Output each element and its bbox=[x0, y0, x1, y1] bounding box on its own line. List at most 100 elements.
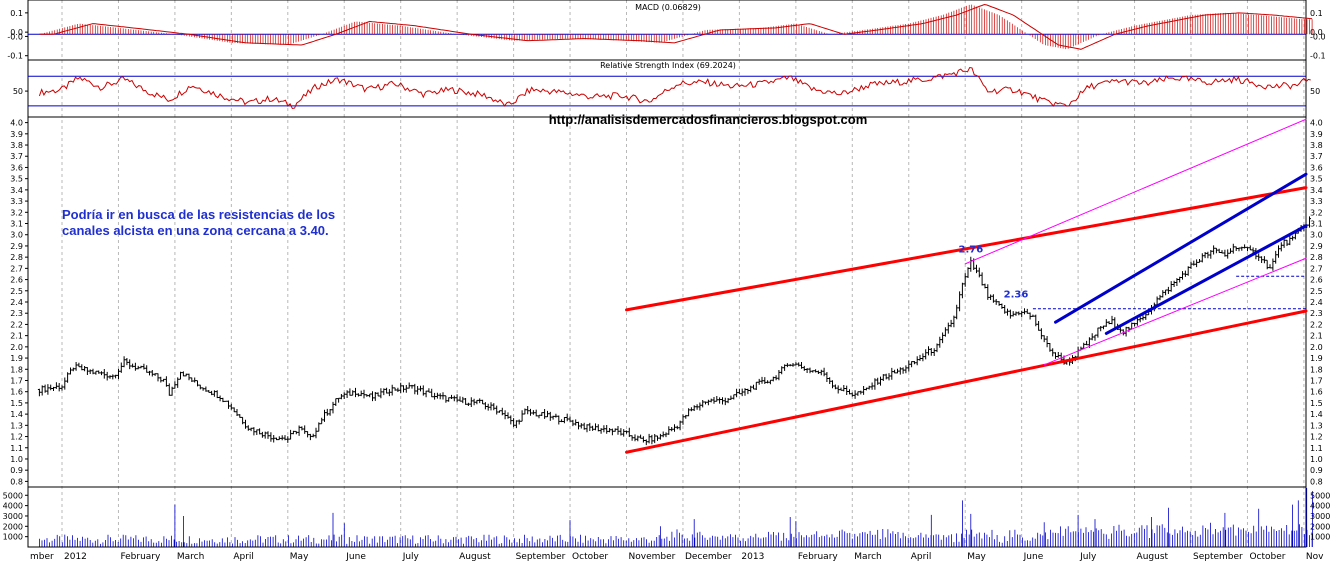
volume-axis-tick-right: 1000 bbox=[1310, 533, 1330, 542]
rsi-line bbox=[38, 66, 1311, 110]
price-candles bbox=[37, 216, 1311, 446]
x-tick-october: October bbox=[1249, 552, 1285, 561]
price-axis-tick-left: 1.5 bbox=[10, 399, 23, 408]
price-axis-tick-right: 0.9 bbox=[1310, 466, 1323, 475]
magenta-upper bbox=[964, 118, 1307, 265]
price-axis-tick-left: 3.0 bbox=[10, 231, 23, 240]
price-axis-tick-left: 4.0 bbox=[10, 119, 23, 128]
volume-bars bbox=[39, 488, 1313, 547]
price-axis-tick-left: 3.8 bbox=[10, 141, 23, 150]
price-axis-tick-left: 3.6 bbox=[10, 163, 23, 172]
price-axis-tick-left: 2.5 bbox=[10, 287, 23, 296]
price-axis-tick-right: 2.6 bbox=[1310, 276, 1323, 285]
price-axis-tick-left: 1.6 bbox=[10, 388, 23, 397]
price-axis-tick-right: 2.9 bbox=[1310, 242, 1323, 251]
rsi-axis-tick-right: 50 bbox=[1310, 87, 1320, 96]
volume-axis-tick-left: 2000 bbox=[3, 522, 23, 531]
macd-title: MACD (0.06829) bbox=[635, 3, 701, 12]
price-axis-tick-left: 3.7 bbox=[10, 152, 23, 161]
volume-axis-tick-right: 3000 bbox=[1310, 512, 1330, 521]
red-channel-lower bbox=[625, 309, 1308, 454]
price-axis-tick-right: 4.0 bbox=[1310, 119, 1323, 128]
price-axis-tick-right: 2.2 bbox=[1310, 320, 1323, 329]
x-tick-april: April bbox=[233, 552, 254, 561]
magenta-lower bbox=[1043, 257, 1307, 366]
price-axis-tick-right: 3.1 bbox=[1310, 220, 1323, 229]
volume-axis-tick-right: 4000 bbox=[1310, 502, 1330, 511]
x-tick-december: December bbox=[685, 552, 732, 561]
price-axis-tick-left: 2.0 bbox=[10, 343, 23, 352]
x-tick-mber: mber bbox=[30, 552, 54, 561]
price-axis-tick-right: 2.8 bbox=[1310, 253, 1323, 262]
price-axis-tick-left: 2.3 bbox=[10, 309, 23, 318]
x-tick-may: May bbox=[967, 552, 986, 561]
macd-axis-tick-left: -0.0 bbox=[7, 32, 23, 41]
watermark-url: http://analisisdemercadosfinancieros.blo… bbox=[549, 112, 868, 127]
price-axis-tick-right: 1.7 bbox=[1310, 376, 1323, 385]
x-tick-june: June bbox=[345, 552, 366, 561]
price-axis-tick-left: 1.2 bbox=[10, 433, 23, 442]
x-tick-august: August bbox=[459, 552, 491, 561]
price-axis-tick-left: 1.9 bbox=[10, 354, 23, 363]
red-channel-upper bbox=[625, 186, 1308, 312]
price-axis-tick-right: 3.0 bbox=[1310, 231, 1323, 240]
price-axis-tick-right: 0.8 bbox=[1310, 477, 1323, 486]
macd-axis-tick-left: 0.0 bbox=[10, 28, 23, 37]
price-axis-tick-right: 3.9 bbox=[1310, 130, 1323, 139]
volume-axis-tick-left: 3000 bbox=[3, 512, 23, 521]
grid-lines bbox=[61, 0, 1305, 547]
axis-labels: 4.0 4.0 3.9 3.9 3.8 3.8 3.7 3.7 3.6 3.6 3.5 3.5 3.4 3… bbox=[3, 9, 1331, 561]
price-axis-tick-right: 3.7 bbox=[1310, 152, 1323, 161]
price-axis-tick-left: 3.3 bbox=[10, 197, 23, 206]
price-axis-tick-left: 1.7 bbox=[10, 376, 23, 385]
macd-histogram bbox=[41, 4, 1313, 50]
volume-axis-tick-right: 5000 bbox=[1310, 491, 1330, 500]
price-axis-tick-right: 3.5 bbox=[1310, 175, 1323, 184]
x-tick-october: October bbox=[572, 552, 608, 561]
price-axis-tick-left: 0.8 bbox=[10, 477, 23, 486]
price-axis-tick-right: 1.5 bbox=[1310, 399, 1323, 408]
price-axis-tick-right: 1.2 bbox=[1310, 433, 1323, 442]
x-tick-july: July bbox=[402, 552, 420, 561]
x-tick-february: February bbox=[120, 552, 161, 561]
volume-axis-tick-left: 5000 bbox=[3, 491, 23, 500]
volume-axis-tick-left: 4000 bbox=[3, 502, 23, 511]
macd-axis-tick-left: -0.1 bbox=[7, 52, 23, 61]
price-axis-tick-left: 1.3 bbox=[10, 421, 23, 430]
macd-axis-tick-right: 0.1 bbox=[1310, 9, 1323, 18]
price-axis-tick-right: 1.0 bbox=[1310, 455, 1323, 464]
macd-axis-tick-right: 0.0 bbox=[1310, 28, 1323, 37]
x-tick-august: August bbox=[1137, 552, 1169, 561]
blue-channel-upper bbox=[1054, 172, 1308, 324]
volume-axis-tick-left: 1000 bbox=[3, 533, 23, 542]
x-tick-2012: 2012 bbox=[64, 552, 87, 561]
macd-axis-tick-right: -0.1 bbox=[1310, 52, 1326, 61]
price-axis-tick-right: 3.4 bbox=[1310, 186, 1323, 195]
macd-axis-tick-left: 0.1 bbox=[10, 9, 23, 18]
x-tick-march: March bbox=[177, 552, 204, 561]
x-tick-april: April bbox=[911, 552, 932, 561]
macd-panel bbox=[28, 3, 1313, 50]
peak-label-2.76: 2.76 bbox=[959, 245, 984, 256]
price-axis-tick-left: 3.1 bbox=[10, 220, 23, 229]
macd-signal-line bbox=[39, 3, 1313, 50]
x-tick-july: July bbox=[1079, 552, 1097, 561]
price-axis-tick-left: 2.4 bbox=[10, 298, 23, 307]
rsi-axis-tick-left: 50 bbox=[13, 87, 23, 96]
price-axis-tick-right: 1.1 bbox=[1310, 444, 1323, 453]
blue-channel-lower bbox=[1104, 224, 1308, 335]
price-axis-tick-left: 3.9 bbox=[10, 130, 23, 139]
x-tick-nov: Nov bbox=[1306, 552, 1324, 561]
price-axis-tick-left: 2.6 bbox=[10, 276, 23, 285]
price-axis-tick-left: 3.4 bbox=[10, 186, 23, 195]
x-tick-june: June bbox=[1023, 552, 1044, 561]
x-tick-september: September bbox=[1193, 552, 1243, 561]
rsi-title: Relative Strength Index (69.2024) bbox=[600, 61, 736, 70]
price-axis-tick-left: 0.9 bbox=[10, 466, 23, 475]
price-axis-tick-right: 1.6 bbox=[1310, 388, 1323, 397]
price-axis-tick-right: 1.9 bbox=[1310, 354, 1323, 363]
peak-label-2.36: 2.36 bbox=[1004, 289, 1029, 300]
price-axis-tick-left: 2.8 bbox=[10, 253, 23, 262]
price-axis-tick-left: 3.2 bbox=[10, 208, 23, 217]
